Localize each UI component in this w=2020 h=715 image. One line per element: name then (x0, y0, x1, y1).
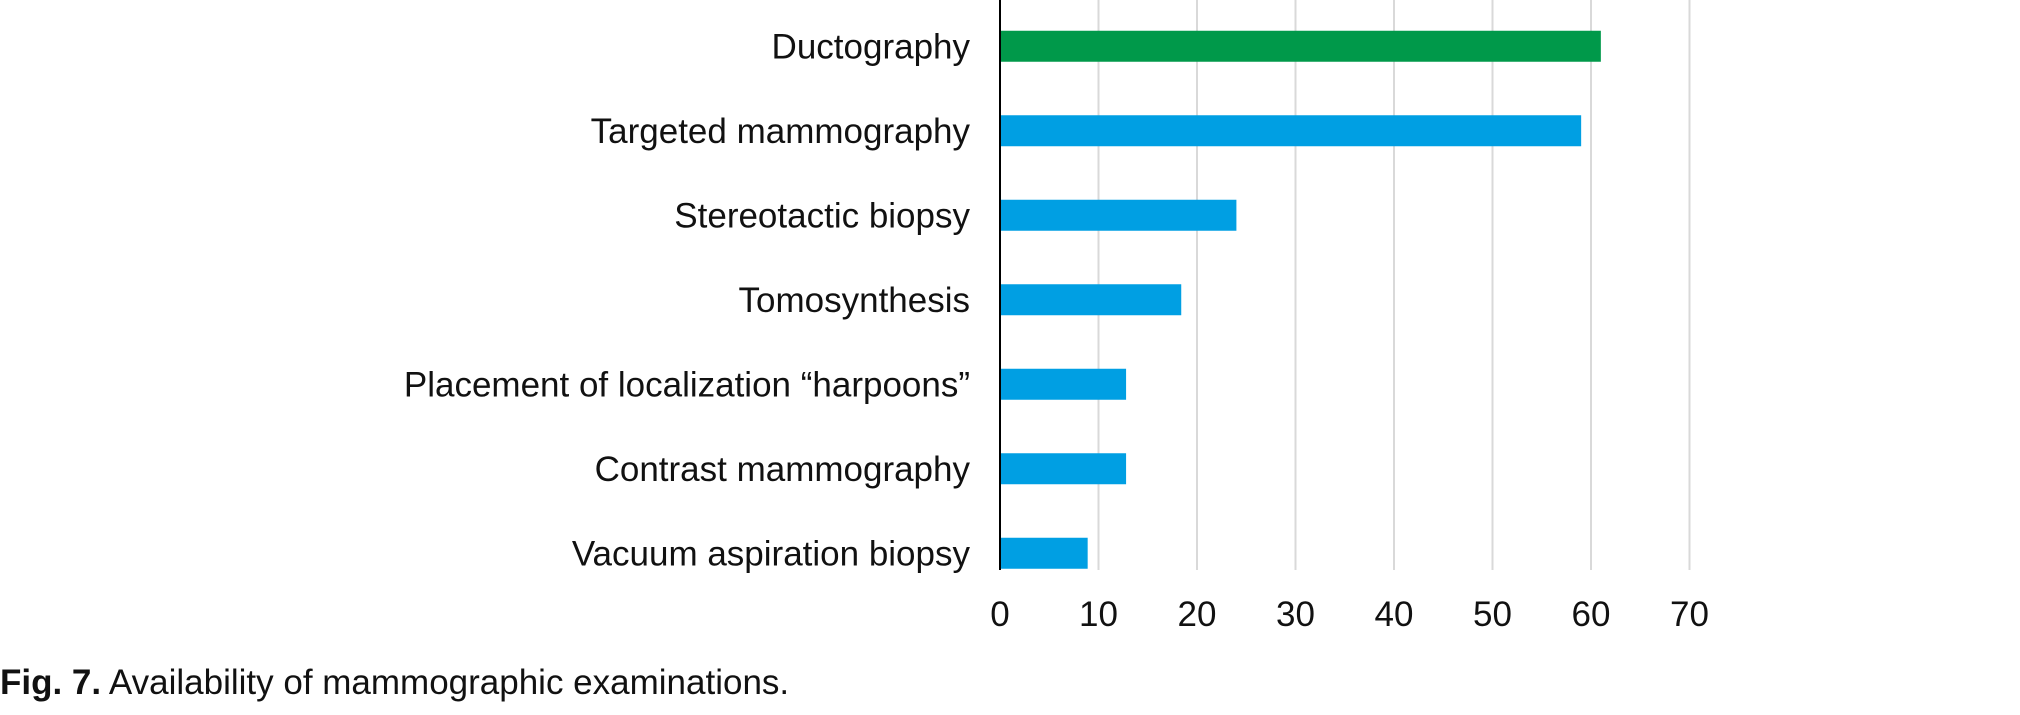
category-label: Stereotactic biopsy (674, 196, 970, 235)
bar (1000, 537, 1088, 569)
category-label: Vacuum aspiration biopsy (572, 534, 971, 573)
x-tick-label: 70 (1670, 595, 1709, 634)
bar (1000, 199, 1237, 231)
category-labels: Ductography Targeted mammography Stereotac… (404, 27, 971, 573)
bar (1000, 453, 1127, 485)
category-label: Tomosynthesis (739, 281, 970, 320)
x-tick-label: 60 (1572, 595, 1611, 634)
x-tick-label: 10 (1079, 595, 1118, 634)
category-label: Targeted mammography (591, 112, 971, 151)
x-tick-label: 30 (1276, 595, 1315, 634)
x-tick-label: 50 (1473, 595, 1512, 634)
bar (1000, 30, 1601, 62)
category-label: Ductography (772, 27, 971, 66)
figure-caption-text: Availability of mammographic examination… (108, 663, 790, 702)
x-axis-tick-labels: 0 10 20 30 40 50 60 70 (990, 595, 1709, 634)
category-label: Placement of localization “harpoons” (404, 365, 970, 404)
bar (1000, 115, 1582, 147)
figure-caption: Fig. 7. Availability of mammographic exa… (0, 663, 789, 703)
bars (1000, 30, 1601, 569)
x-tick-label: 40 (1375, 595, 1414, 634)
gridlines (1097, 0, 1691, 570)
bar (1000, 284, 1182, 316)
figure-number: Fig. 7. (0, 663, 102, 702)
bar (1000, 368, 1127, 400)
bar-chart: Ductography Targeted mammography Stereotac… (404, 0, 1709, 634)
category-label: Contrast mammography (595, 450, 971, 489)
x-tick-label: 0 (990, 595, 1009, 634)
x-tick-label: 20 (1178, 595, 1217, 634)
